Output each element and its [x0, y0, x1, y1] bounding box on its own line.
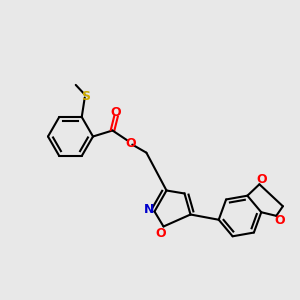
- Text: O: O: [274, 214, 285, 226]
- Text: O: O: [125, 136, 136, 150]
- Text: O: O: [111, 106, 122, 119]
- Text: N: N: [144, 202, 154, 216]
- Text: O: O: [156, 226, 167, 240]
- Text: O: O: [256, 173, 267, 186]
- Text: S: S: [81, 89, 90, 103]
